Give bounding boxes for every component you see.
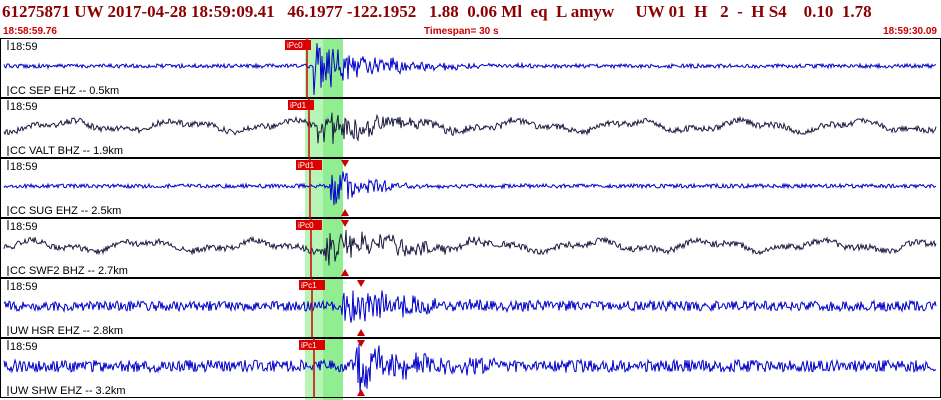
p-pick-flag[interactable] [296, 220, 322, 230]
event-info-line: 61275871 UW 2017-04-28 18:59:09.41 46.19… [2, 2, 872, 21]
s-pick-marker-top[interactable] [341, 220, 349, 227]
waveform-trace [3, 43, 937, 95]
p-pick-label: iPd1 [298, 161, 315, 170]
trace-time-label: 18:59 [10, 41, 38, 53]
p-pick-label: iPc0 [287, 41, 303, 50]
trace-time-label: 18:59 [10, 221, 38, 233]
s-pick-marker-bottom[interactable] [357, 329, 365, 336]
station-label: CC SEP EHZ -- 0.5km [10, 85, 119, 97]
p-pick-flag[interactable] [288, 100, 314, 110]
window-start-time: 18:58:59.76 [3, 26, 57, 37]
p-pick-flag[interactable] [296, 160, 322, 170]
waveform-trace [3, 229, 937, 266]
s-pick-marker-top[interactable] [357, 340, 365, 347]
p-pick-flag[interactable] [299, 280, 325, 290]
p-pick-label: iPc1 [301, 341, 317, 350]
station-label: UW SHW EHZ -- 3.2km [10, 385, 126, 397]
waveform-trace [3, 112, 937, 144]
event-header: 61275871 UW 2017-04-28 18:59:09.41 46.19… [0, 0, 941, 26]
station-label: CC VALT BHZ -- 1.9km [10, 145, 123, 157]
waveform-trace [3, 290, 937, 323]
seismogram-panel[interactable]: iPc0 18:59 CC SEP EHZ -- 0.5km iPd1 18:59 CC … [0, 38, 941, 400]
waveform-trace [3, 171, 937, 206]
trace-time-label: 18:59 [10, 281, 38, 293]
p-pick-flag[interactable] [299, 340, 325, 350]
trace-time-label: 18:59 [10, 341, 38, 353]
waveform-trace [3, 343, 937, 393]
s-pick-marker-bottom[interactable] [341, 269, 349, 276]
time-axis-bar: 18:58:59.76 Timespan= 30 s 18:59:30.09 [0, 26, 941, 38]
station-label: UW HSR EHZ -- 2.8km [10, 325, 123, 337]
p-pick-label: iPd1 [290, 101, 307, 110]
station-label: CC SUG EHZ -- 2.5km [10, 205, 121, 217]
p-pick-label: iPc1 [301, 281, 317, 290]
trace-time-label: 18:59 [10, 161, 38, 173]
window-end-time: 18:59:30.09 [883, 26, 937, 37]
s-pick-marker-bottom[interactable] [357, 389, 365, 396]
station-label: CC SWF2 BHZ -- 2.7km [10, 265, 128, 277]
s-pick-marker-top[interactable] [341, 160, 349, 167]
s-pick-marker-bottom[interactable] [341, 209, 349, 216]
timespan-label: Timespan= 30 s [424, 26, 499, 37]
trace-time-label: 18:59 [10, 101, 38, 113]
p-pick-flag[interactable] [285, 40, 311, 50]
s-pick-marker-top[interactable] [357, 280, 365, 287]
p-pick-label: iPc0 [298, 221, 314, 230]
